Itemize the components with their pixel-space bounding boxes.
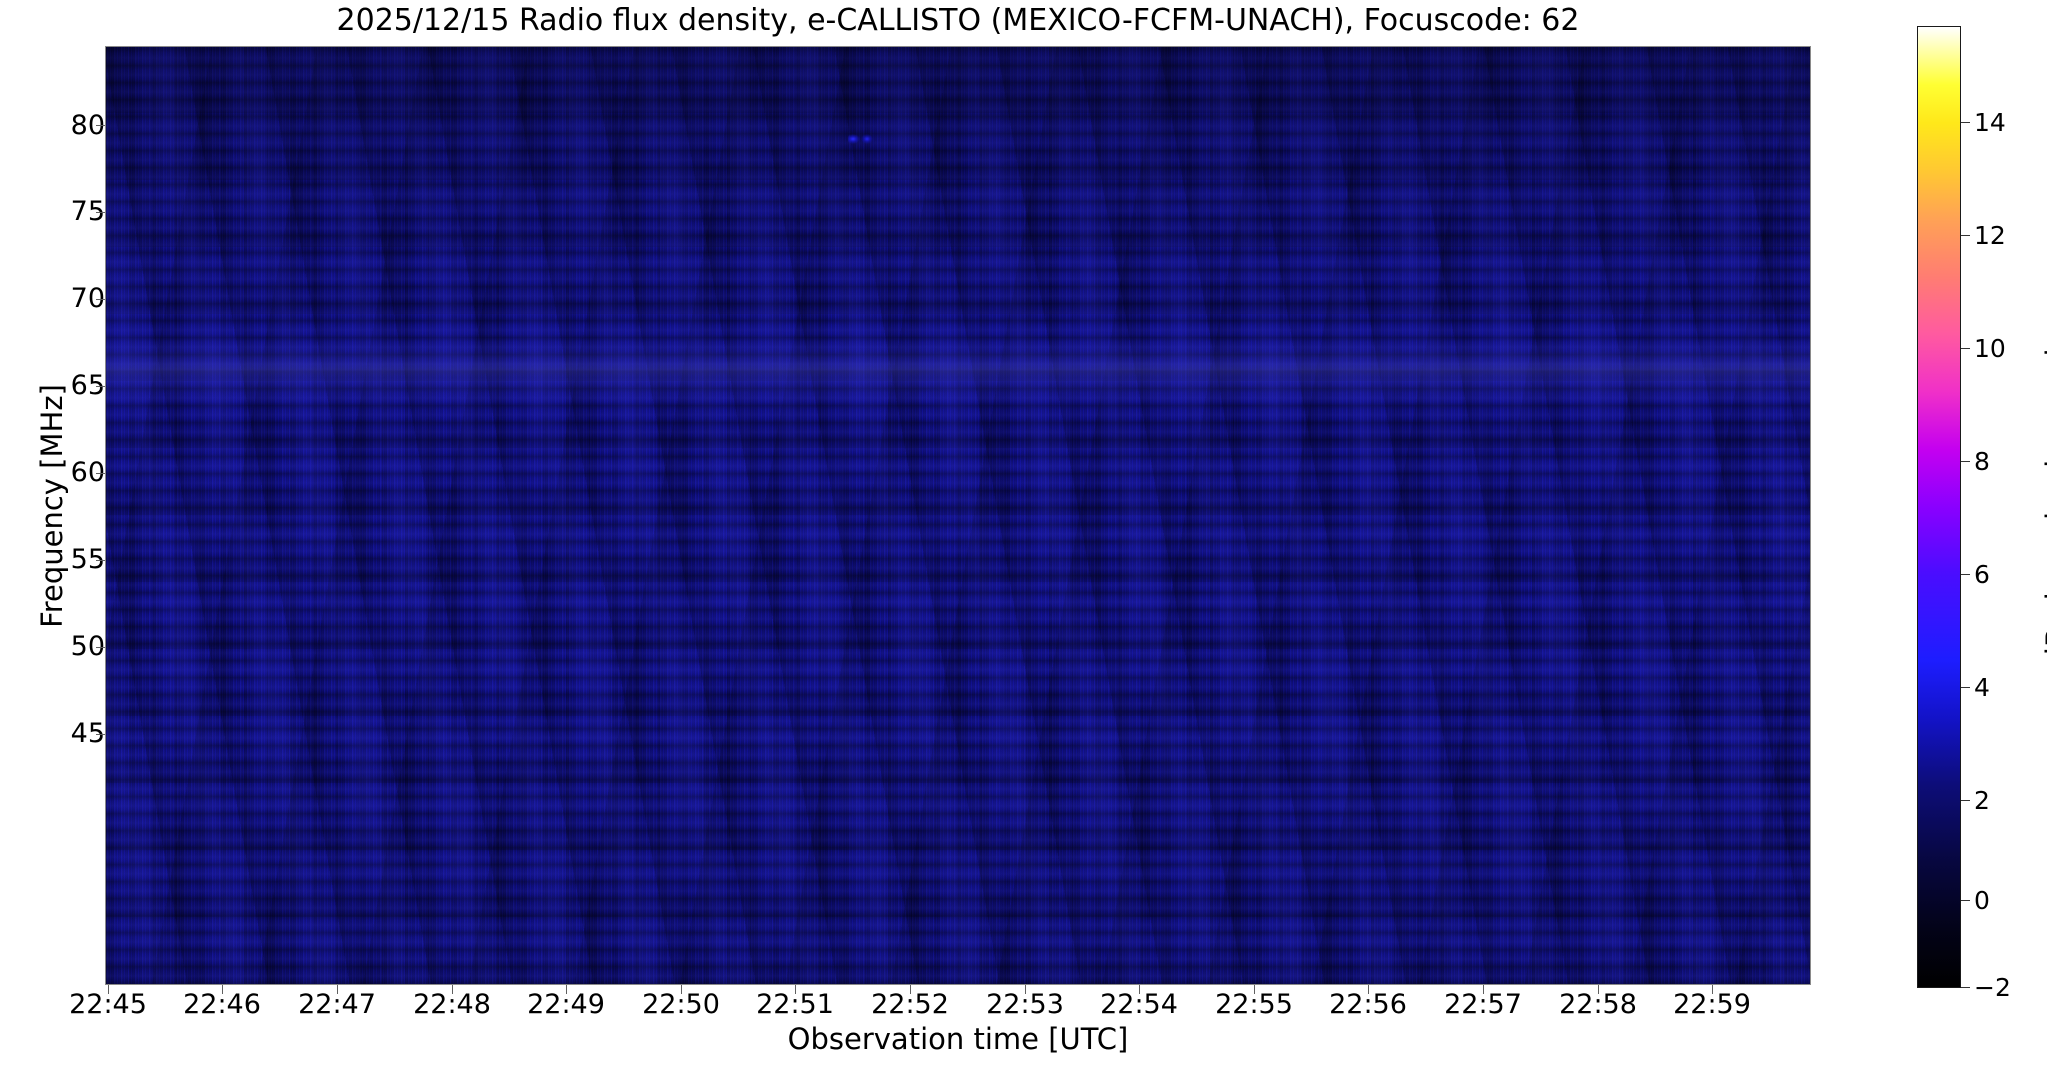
x-tick-mark xyxy=(1483,985,1484,994)
x-tick-mark xyxy=(681,985,682,994)
x-tick-label: 22:48 xyxy=(413,989,491,1020)
x-tick-mark xyxy=(795,985,796,994)
x-tick-mark xyxy=(1139,985,1140,994)
colorbar-tick-label: 8 xyxy=(1974,447,1990,476)
y-tick-label: 60 xyxy=(70,457,105,488)
spectrogram-shading xyxy=(106,47,1810,984)
colorbar-tick-mark xyxy=(1961,235,1970,236)
colorbar-tick-mark xyxy=(1961,800,1970,801)
x-tick-mark xyxy=(337,985,338,994)
y-tick-mark xyxy=(96,560,105,561)
x-tick-label: 22:52 xyxy=(871,989,949,1020)
x-tick-mark xyxy=(222,985,223,994)
y-tick-mark xyxy=(96,473,105,474)
x-tick-label: 22:56 xyxy=(1329,989,1407,1020)
y-tick-mark xyxy=(96,734,105,735)
colorbar-tick-label: 6 xyxy=(1974,560,1990,589)
colorbar-tick-label: 12 xyxy=(1974,221,2006,250)
x-tick-label: 22:47 xyxy=(298,989,376,1020)
x-tick-mark xyxy=(1712,985,1713,994)
y-tick-label: 75 xyxy=(70,196,105,227)
y-tick-label: 45 xyxy=(70,718,105,749)
y-tick-mark xyxy=(96,299,105,300)
x-tick-mark xyxy=(1025,985,1026,994)
x-tick-mark xyxy=(452,985,453,994)
x-tick-label: 22:45 xyxy=(69,989,147,1020)
y-tick-mark xyxy=(96,125,105,126)
x-tick-mark xyxy=(1598,985,1599,994)
colorbar-tick-label: 0 xyxy=(1974,886,1990,915)
colorbar-tick-label: 2 xyxy=(1974,786,1990,815)
colorbar-tick-mark xyxy=(1961,348,1970,349)
x-axis-label: Observation time [UTC] xyxy=(787,1022,1129,1056)
x-tick-label: 22:58 xyxy=(1559,989,1637,1020)
colorbar-tick-mark xyxy=(1961,122,1970,123)
x-tick-label: 22:59 xyxy=(1673,989,1751,1020)
colorbar-label: dB above background xyxy=(2040,348,2047,666)
colorbar-tick-label: 14 xyxy=(1974,108,2006,137)
x-tick-label: 22:57 xyxy=(1444,989,1522,1020)
x-tick-mark xyxy=(566,985,567,994)
y-tick-label: 65 xyxy=(70,370,105,401)
colorbar-tick-mark xyxy=(1961,461,1970,462)
colorbar xyxy=(1917,26,1961,988)
y-tick-mark xyxy=(96,647,105,648)
y-tick-mark xyxy=(96,386,105,387)
x-tick-mark xyxy=(108,985,109,994)
x-tick-label: 22:50 xyxy=(642,989,720,1020)
colorbar-tick-label: 4 xyxy=(1974,673,1990,702)
spectrogram-bright-blip xyxy=(848,133,874,145)
colorbar-tick-mark xyxy=(1961,687,1970,688)
y-tick-label: 70 xyxy=(70,283,105,314)
x-tick-label: 22:51 xyxy=(756,989,834,1020)
x-tick-mark xyxy=(1368,985,1369,994)
colorbar-tick-label: 10 xyxy=(1974,334,2006,363)
colorbar-tick-mark xyxy=(1961,987,1970,988)
y-tick-mark xyxy=(96,212,105,213)
colorbar-tick-label: −2 xyxy=(1974,973,2011,1002)
x-tick-label: 22:53 xyxy=(986,989,1064,1020)
spectrogram-plot-area xyxy=(105,46,1811,985)
x-tick-mark xyxy=(1254,985,1255,994)
x-tick-label: 22:46 xyxy=(183,989,261,1020)
spectrogram-noise-base xyxy=(106,47,1810,984)
x-tick-label: 22:49 xyxy=(527,989,605,1020)
spectrogram-narrowband-emission-66mhz xyxy=(106,47,1810,984)
spectrogram-horizontal-banding xyxy=(106,47,1810,984)
colorbar-tick-mark xyxy=(1961,900,1970,901)
x-tick-mark xyxy=(910,985,911,994)
page-title: 2025/12/15 Radio flux density, e-CALLIST… xyxy=(336,3,1580,38)
y-axis-label: Frequency [MHz] xyxy=(35,384,69,628)
y-tick-label: 55 xyxy=(70,544,105,575)
spectrogram-wiggle-modulation xyxy=(106,47,1810,984)
colorbar-tick-mark xyxy=(1961,574,1970,575)
y-tick-label: 50 xyxy=(70,631,105,662)
x-tick-label: 22:55 xyxy=(1215,989,1293,1020)
x-tick-label: 22:54 xyxy=(1100,989,1178,1020)
y-axis: 80 75 70 65 60 55 50 45 xyxy=(0,0,105,1067)
